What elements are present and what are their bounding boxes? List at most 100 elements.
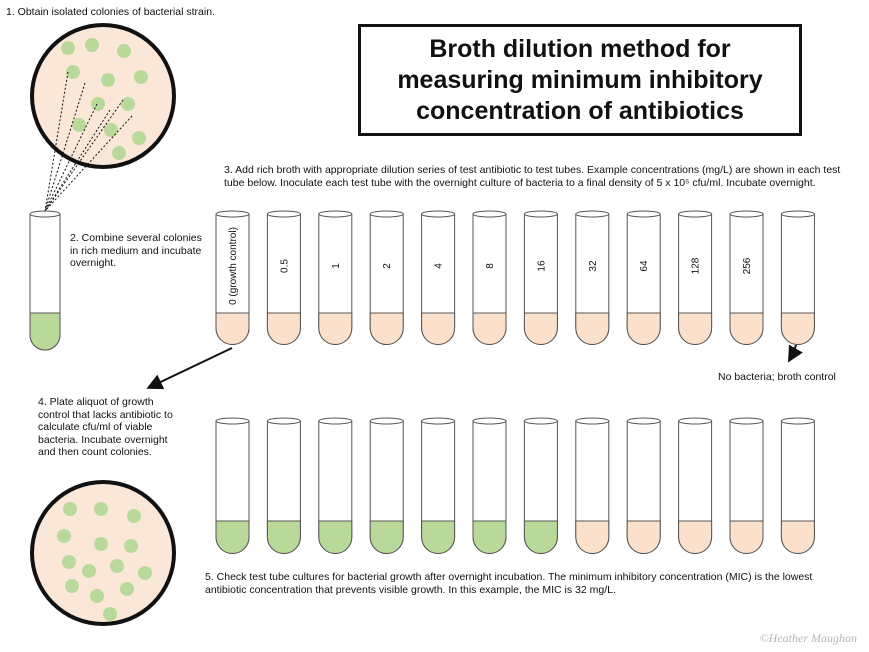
tube-rim: [626, 210, 661, 218]
tube-concentration-label: 256: [742, 257, 753, 274]
colony: [132, 131, 146, 145]
test-tube: 4: [421, 210, 456, 345]
tube-fluid: [472, 520, 507, 554]
tube-rim: [523, 417, 558, 425]
tube-fluid: [678, 520, 713, 554]
tube-rim: [318, 210, 353, 218]
tube-rim: [575, 210, 610, 218]
tube-rim: [215, 417, 250, 425]
tube-rim: [369, 417, 404, 425]
test-tube: [523, 417, 558, 554]
test-tube: 128: [678, 210, 713, 345]
tube-concentration-label: 64: [639, 260, 650, 272]
tube-rim: [421, 417, 456, 425]
tube-row-results: [215, 417, 815, 554]
test-tube: [318, 417, 353, 554]
tube-rim: [266, 210, 301, 218]
tube-fluid: [318, 312, 353, 345]
tube-concentration-label: 16: [536, 260, 547, 272]
colony: [90, 589, 104, 603]
colony: [134, 70, 148, 84]
petri-dish-bottom: [30, 480, 176, 626]
test-tube: 32: [575, 210, 610, 345]
tube-concentration-label: 0.5: [279, 259, 290, 273]
transfer-lines: [44, 71, 133, 212]
tube-fluid: [780, 312, 815, 345]
colony: [62, 555, 76, 569]
petri-dish-top: [30, 23, 176, 169]
overnight-culture-tube: [29, 210, 61, 351]
tube-rim: [575, 417, 610, 425]
test-tube: [421, 417, 456, 554]
broth-control-label: No bacteria; broth control: [718, 371, 836, 383]
colony: [65, 579, 79, 593]
colony: [57, 529, 71, 543]
tube-fluid: [472, 312, 507, 345]
colony: [66, 65, 80, 79]
tube-row-dilution-series: 0 (growth control) 0.5 1 2 4 8 16 32 64 128 256: [215, 210, 815, 345]
test-tube: 256: [729, 210, 764, 345]
tube-fluid: [215, 520, 250, 554]
tube-rim: [215, 210, 250, 218]
arrow-to-plate: [146, 347, 233, 390]
step4-text: 4. Plate aliquot of growth control that …: [38, 396, 173, 458]
credit-text: ©Heather Maughan: [759, 631, 857, 645]
tube-fluid: [215, 312, 250, 345]
tube-rim: [678, 417, 713, 425]
tube-rim: [729, 417, 764, 425]
test-tube: 0 (growth control): [215, 210, 250, 345]
step1-text: 1. Obtain isolated colonies of bacterial…: [6, 6, 215, 18]
tube-rim: [266, 417, 301, 425]
tube-fluid: [523, 312, 558, 345]
tube-rim: [780, 210, 815, 218]
tube-rim: [523, 210, 558, 218]
test-tube: [729, 417, 764, 554]
colony: [63, 502, 77, 516]
colony: [94, 537, 108, 551]
colony: [91, 97, 105, 111]
tube-rim: [472, 210, 507, 218]
tube-rim: [369, 210, 404, 218]
colony: [120, 582, 134, 596]
step2-text: 2. Combine several colonies in rich medi…: [70, 232, 202, 269]
tube-fluid: [318, 520, 353, 554]
test-tube: [369, 417, 404, 554]
tube-fluid: [729, 312, 764, 345]
tube-fluid: [678, 312, 713, 345]
tube-rim: [318, 417, 353, 425]
tube-fluid: [369, 312, 404, 345]
tube-rim: [780, 417, 815, 425]
colony: [121, 97, 135, 111]
test-tube: 0.5: [266, 210, 301, 345]
tube-rim: [421, 210, 456, 218]
tube-concentration-label: 1: [331, 263, 342, 269]
tube-rim: [626, 417, 661, 425]
tube-rim: [729, 210, 764, 218]
test-tube: [575, 417, 610, 554]
tube-fluid: [626, 312, 661, 345]
colony: [72, 118, 86, 132]
test-tube: [215, 417, 250, 554]
tube-fluid: [266, 312, 301, 345]
test-tube: 1: [318, 210, 353, 345]
test-tube: [678, 417, 713, 554]
colony: [85, 38, 99, 52]
colony: [61, 41, 75, 55]
test-tube: [626, 417, 661, 554]
tube-fluid: [575, 520, 610, 554]
colony: [82, 564, 96, 578]
tube-rim: [678, 210, 713, 218]
colony: [104, 123, 118, 137]
colony-group-top: [61, 38, 148, 160]
tube-fluid: [369, 520, 404, 554]
test-tube: [266, 417, 301, 554]
tube-concentration-label: 128: [691, 257, 702, 274]
colony: [138, 566, 152, 580]
tube-concentration-label: 32: [588, 260, 599, 272]
test-tube: [780, 210, 815, 345]
colony: [117, 44, 131, 58]
tube-fluid: [729, 520, 764, 554]
tube-concentration-label: 4: [434, 263, 445, 269]
tube-concentration-label: 0 (growth control): [228, 227, 239, 305]
